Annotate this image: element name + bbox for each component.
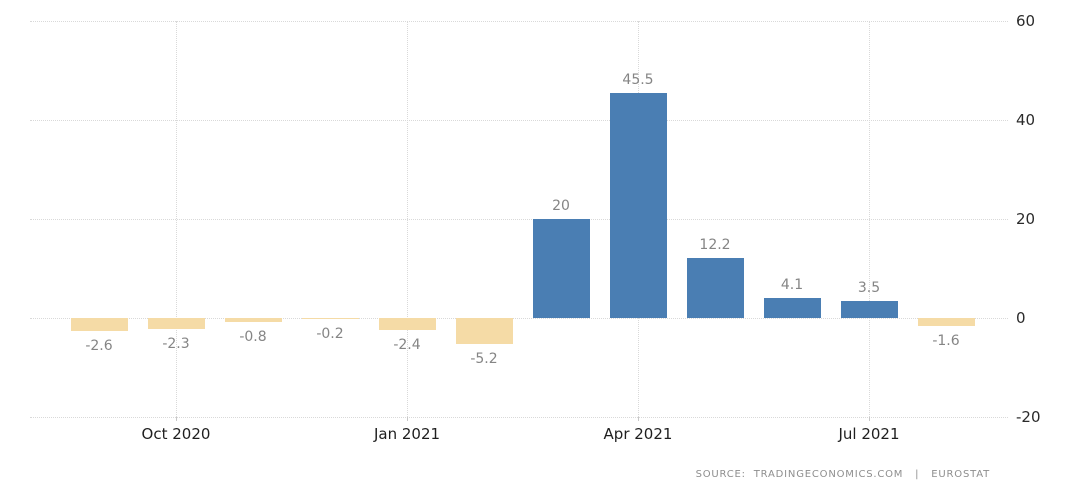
horizontal-gridline bbox=[30, 318, 1008, 319]
bar[interactable] bbox=[378, 318, 436, 330]
y-axis-tick-label: 20 bbox=[1016, 210, 1036, 228]
x-axis-tick-mark bbox=[407, 417, 408, 421]
y-axis-tick-label: -20 bbox=[1016, 408, 1041, 426]
bar[interactable] bbox=[455, 318, 513, 344]
y-axis-tick-label: 0 bbox=[1016, 309, 1026, 327]
bar-value-label: -2.6 bbox=[85, 337, 113, 354]
horizontal-gridline bbox=[30, 120, 1008, 121]
source-attribution: SOURCE: TRADINGECONOMICS.COM | EUROSTAT bbox=[695, 469, 990, 480]
bar[interactable] bbox=[763, 297, 821, 318]
bar[interactable] bbox=[301, 318, 359, 319]
bar[interactable] bbox=[840, 300, 898, 318]
bar-value-label: -2.4 bbox=[393, 336, 421, 353]
x-axis-tick-label: Jan 2021 bbox=[373, 425, 441, 443]
bar[interactable] bbox=[147, 318, 205, 330]
x-axis-tick-mark bbox=[176, 417, 177, 421]
horizontal-gridline bbox=[30, 219, 1008, 220]
horizontal-gridline bbox=[30, 21, 1008, 22]
x-axis-tick-label: Oct 2020 bbox=[141, 425, 211, 443]
y-axis-tick-label: 40 bbox=[1016, 111, 1036, 129]
x-axis-tick-mark bbox=[869, 417, 870, 421]
bar-value-label: 45.5 bbox=[622, 71, 654, 88]
bar[interactable] bbox=[609, 92, 667, 318]
vertical-gridline bbox=[176, 21, 177, 417]
bar-value-label: -5.2 bbox=[470, 350, 498, 367]
bar-value-label: 20 bbox=[552, 198, 570, 214]
bar-value-label: -2.3 bbox=[162, 336, 190, 353]
bar[interactable] bbox=[917, 318, 975, 326]
bar-value-label: -0.8 bbox=[239, 328, 267, 345]
bar-value-label: -1.6 bbox=[932, 332, 960, 349]
horizontal-gridline bbox=[30, 417, 1008, 418]
bar[interactable] bbox=[532, 219, 590, 318]
vertical-gridline bbox=[869, 21, 870, 417]
bar-value-label: 12.2 bbox=[699, 236, 731, 253]
x-axis-tick-label: Jul 2021 bbox=[838, 425, 900, 443]
bar-value-label: -0.2 bbox=[316, 325, 344, 342]
vertical-gridline bbox=[407, 21, 408, 417]
x-axis-tick-mark bbox=[638, 417, 639, 421]
y-axis-tick-label: 60 bbox=[1016, 12, 1036, 30]
bar[interactable] bbox=[686, 257, 744, 318]
bar-value-label: 4.1 bbox=[780, 276, 804, 293]
bar[interactable] bbox=[224, 318, 282, 322]
x-axis-tick-label: Apr 2021 bbox=[603, 425, 673, 443]
bar-value-label: 3.5 bbox=[857, 279, 881, 296]
bar[interactable] bbox=[70, 318, 128, 331]
chart-plot-area: -2.6 -2.3 -0.8 -0.2 -2.4 -5.2 20 45.5 12.2 4.1 3.5… bbox=[30, 21, 1008, 421]
